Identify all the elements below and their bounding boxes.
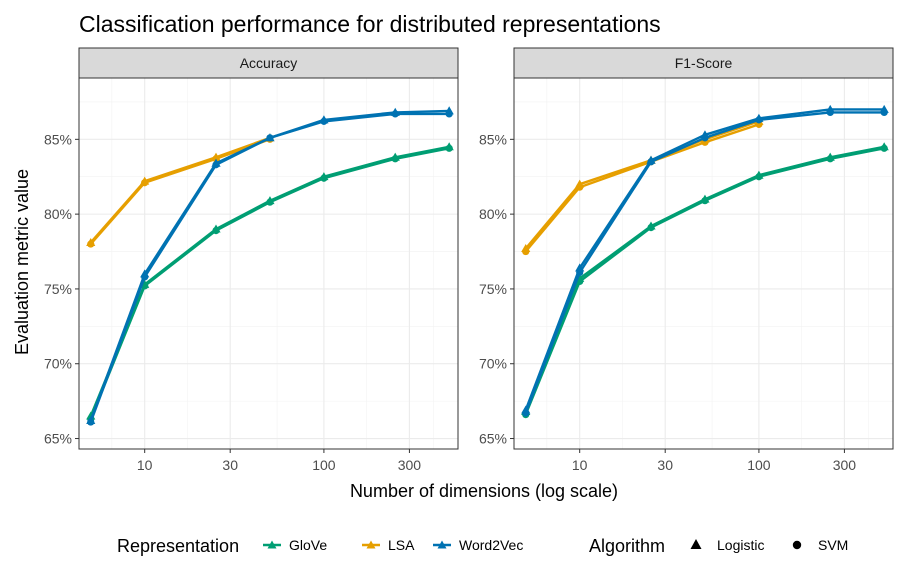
panel-strip bbox=[513, 47, 894, 79]
legend-item-glove: GloVe bbox=[289, 537, 327, 553]
data-point-circle bbox=[880, 108, 888, 117]
data-point-circle bbox=[445, 110, 453, 118]
data-point-circle bbox=[445, 144, 453, 152]
data-point-circle bbox=[647, 223, 655, 232]
data-point-circle bbox=[87, 240, 95, 248]
series-line-lsa-svm bbox=[89, 138, 271, 245]
legend: Representation GloVe LSA Word2Vec Algorithm L… bbox=[117, 536, 848, 556]
data-point-circle bbox=[576, 268, 584, 277]
data-point-circle bbox=[755, 116, 763, 124]
panel-0: Accuracy 65% 70% 75% 80% 85% 10 30 100 300 bbox=[44, 47, 459, 473]
y-tick-label: 70% bbox=[479, 356, 507, 372]
data-point-circle bbox=[141, 273, 149, 281]
y-tick-label: 65% bbox=[479, 431, 507, 447]
series-line-lsa-logistic bbox=[524, 120, 760, 250]
legend-key-marker-glove bbox=[267, 540, 277, 549]
legend-key-marker-word2vec bbox=[437, 540, 447, 549]
legend-title-representation: Representation bbox=[117, 536, 239, 556]
x-axis-title: Number of dimensions (log scale) bbox=[350, 481, 618, 501]
legend-key-circle bbox=[792, 540, 802, 550]
y-tick-label: 75% bbox=[44, 281, 72, 297]
data-point-circle bbox=[266, 198, 274, 206]
data-point-circle bbox=[391, 110, 399, 118]
y-tick-label: 70% bbox=[44, 356, 72, 372]
legend-item-logistic: Logistic bbox=[717, 537, 764, 553]
y-tick-label: 65% bbox=[44, 431, 72, 447]
series-line-lsa-logistic bbox=[89, 136, 271, 244]
data-point-circle bbox=[826, 155, 834, 163]
panel-border bbox=[78, 77, 459, 450]
data-point-circle bbox=[141, 179, 149, 187]
x-tick-label: 300 bbox=[833, 457, 857, 473]
y-tick-label: 85% bbox=[479, 131, 507, 147]
data-point-circle bbox=[880, 144, 888, 152]
data-point-circle bbox=[701, 197, 709, 205]
data-point-circle bbox=[87, 418, 95, 426]
panel-strip bbox=[78, 47, 459, 79]
y-tick-label: 75% bbox=[479, 281, 507, 297]
x-tick-label: 30 bbox=[222, 457, 238, 473]
data-point-circle bbox=[320, 174, 328, 182]
data-point-circle bbox=[576, 183, 584, 191]
panel-border bbox=[513, 77, 894, 450]
data-point-circle bbox=[701, 134, 709, 142]
legend-item-svm: SVM bbox=[818, 537, 848, 553]
x-tick-label: 100 bbox=[312, 457, 336, 473]
data-point-circle bbox=[647, 158, 655, 166]
panel-strip-label: Accuracy bbox=[240, 55, 298, 71]
data-point-circle bbox=[212, 161, 220, 169]
legend-key-marker-lsa bbox=[366, 540, 376, 549]
legend-item-word2vec: Word2Vec bbox=[459, 537, 523, 553]
x-tick-label: 10 bbox=[572, 457, 588, 473]
data-point-circle bbox=[522, 409, 530, 417]
y-tick-label: 85% bbox=[44, 131, 72, 147]
data-point-circle bbox=[755, 173, 763, 181]
x-tick-label: 30 bbox=[657, 457, 673, 473]
x-tick-label: 100 bbox=[747, 457, 771, 473]
y-axis-title: Evaluation metric value bbox=[12, 169, 32, 355]
data-point-circle bbox=[212, 226, 220, 235]
chart-title: Classification performance for distribut… bbox=[79, 11, 661, 37]
x-tick-label: 300 bbox=[398, 457, 422, 473]
x-tick-label: 10 bbox=[137, 457, 153, 473]
data-point-circle bbox=[391, 155, 399, 163]
y-tick-label: 80% bbox=[479, 206, 507, 222]
panel-strip-label: F1-Score bbox=[675, 55, 733, 71]
legend-title-algorithm: Algorithm bbox=[589, 536, 665, 556]
data-point-circle bbox=[826, 108, 834, 117]
legend-key-triangle bbox=[690, 539, 702, 549]
data-point-circle bbox=[320, 117, 328, 125]
legend-item-lsa: LSA bbox=[388, 537, 415, 553]
data-point-circle bbox=[522, 247, 530, 256]
panel-1: F1-Score 65% 70% 75% 80% 85% 10 30 100 300 bbox=[479, 47, 894, 473]
data-point-circle bbox=[266, 134, 274, 142]
y-tick-label: 80% bbox=[44, 206, 72, 222]
